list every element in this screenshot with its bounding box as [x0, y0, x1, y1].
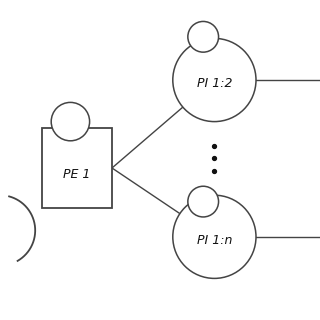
Bar: [42, 128, 112, 208]
Circle shape: [188, 186, 219, 217]
Circle shape: [188, 21, 219, 52]
Text: PE 1: PE 1: [63, 168, 91, 181]
Text: PI 1:2: PI 1:2: [197, 77, 232, 90]
Text: PI 1:n: PI 1:n: [197, 234, 232, 246]
Text: f1:2: f1:2: [194, 32, 212, 41]
Text: e1: e1: [63, 116, 77, 127]
Circle shape: [173, 38, 256, 122]
Circle shape: [173, 195, 256, 278]
Circle shape: [51, 102, 90, 141]
Text: f1:n: f1:n: [194, 197, 212, 206]
